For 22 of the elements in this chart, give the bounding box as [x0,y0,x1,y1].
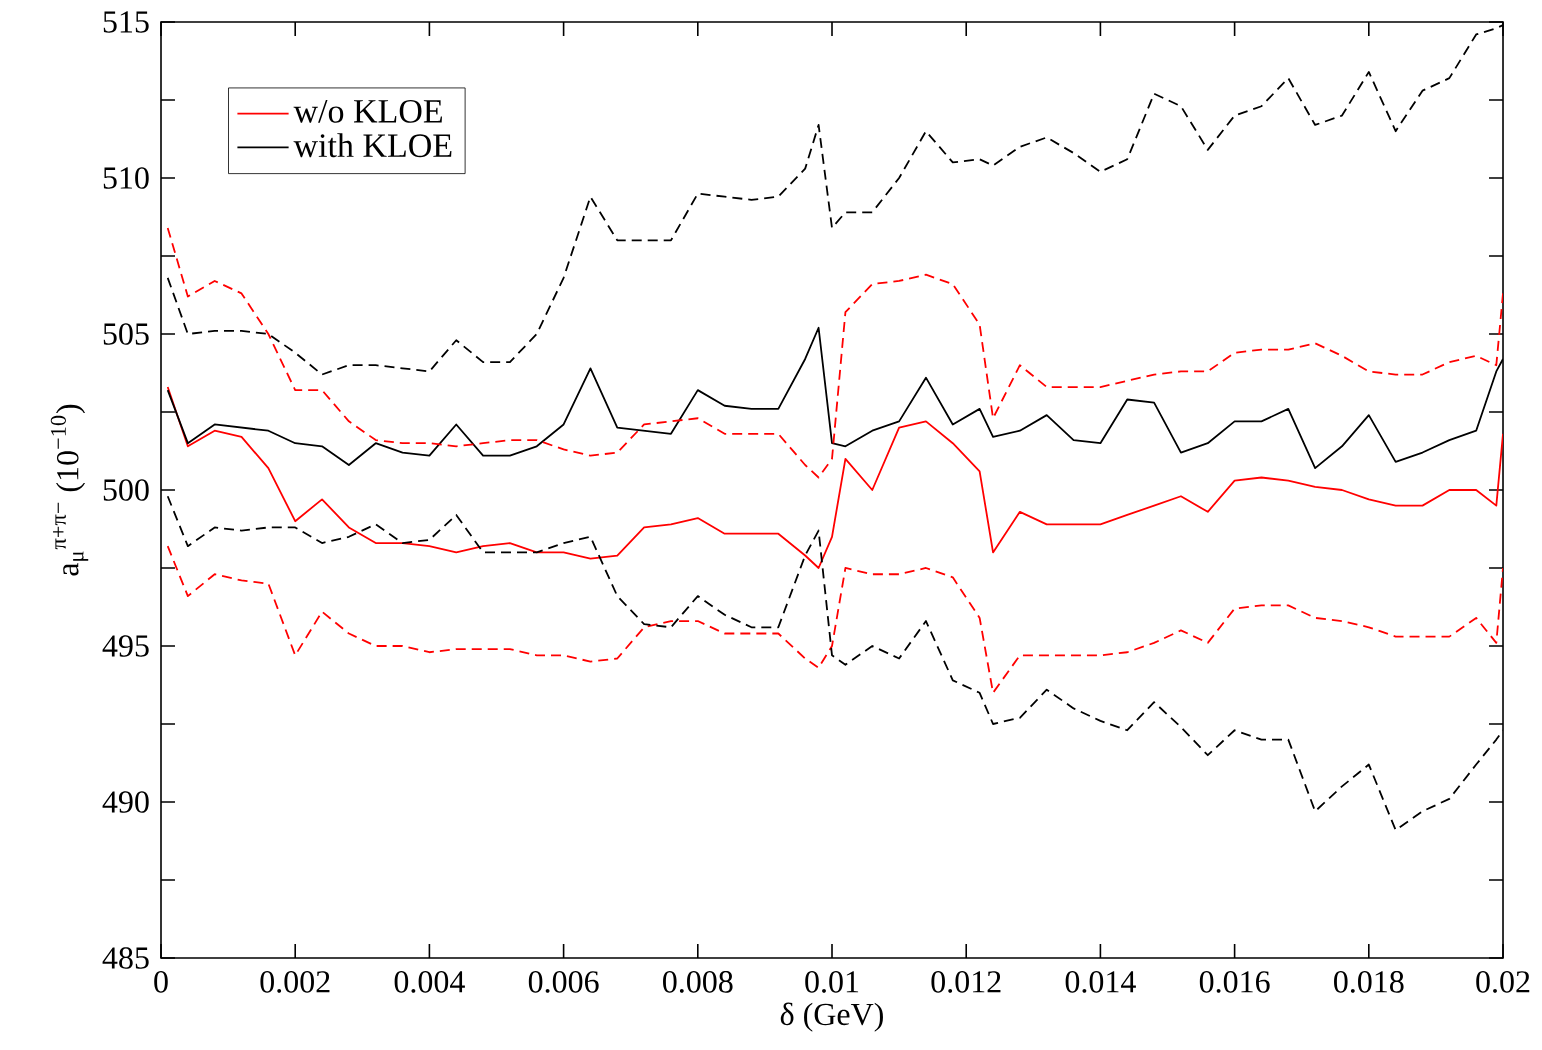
legend-label: with KLOE [293,133,452,158]
x-tick-label: 0 [154,971,168,993]
x-tick-label: 0.016 [1199,971,1270,993]
y-tick-label: 510 [103,167,149,189]
y-tick-label: 495 [102,635,149,657]
x-tick-label: 0.018 [1334,971,1404,993]
y-tick-label: 485 [102,947,149,969]
x-tick-label: 0.004 [394,971,465,993]
x-tick-label: 0.008 [663,971,733,993]
y-tick-label: 490 [102,791,149,813]
legend-label: w/o KLOE [293,99,442,123]
x-tick-label: 0.014 [1065,971,1136,993]
x-tick-label: 0.002 [260,971,330,993]
y-tick-label: 515 [103,11,149,33]
x-tick-label: 0.006 [528,971,599,993]
x-tick-label: 0.012 [931,971,1001,993]
y-axis-title: a$_{μ}$$^{π+π−}$ (10$^{−10}$) [50,404,89,576]
x-axis-title: δ (GeV) [780,1002,883,1032]
x-tick-label: 0.02 [1476,971,1530,993]
y-tick-label: 505 [103,323,149,345]
x-tick-label: 0.01 [805,971,859,993]
y-tick-label: 500 [103,479,149,501]
